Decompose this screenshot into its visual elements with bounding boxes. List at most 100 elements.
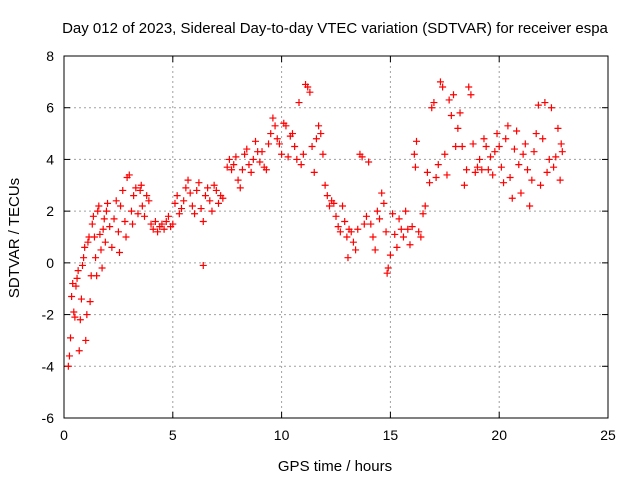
- data-point: [100, 215, 108, 223]
- data-point: [101, 238, 109, 246]
- y-tick-label: 8: [46, 48, 54, 64]
- data-point: [336, 228, 344, 236]
- data-point: [164, 212, 172, 220]
- data-point: [186, 189, 194, 197]
- data-point: [121, 217, 129, 225]
- data-point: [330, 199, 338, 207]
- data-point: [251, 137, 259, 145]
- data-point: [95, 202, 103, 210]
- data-point: [271, 122, 279, 130]
- data-point: [552, 153, 560, 161]
- data-point: [317, 130, 325, 138]
- data-point: [447, 111, 455, 119]
- data-point: [173, 192, 181, 200]
- data-point: [393, 243, 401, 251]
- data-point: [206, 197, 214, 205]
- data-point: [193, 186, 201, 194]
- data-point: [362, 212, 370, 220]
- data-point: [367, 220, 375, 228]
- data-point: [530, 148, 538, 156]
- data-point: [104, 199, 112, 207]
- data-point: [129, 220, 137, 228]
- data-point: [504, 122, 512, 130]
- data-point: [519, 150, 527, 158]
- data-point: [491, 148, 499, 156]
- data-point: [456, 109, 464, 117]
- data-point: [373, 207, 381, 215]
- data-point: [478, 166, 486, 174]
- data-point: [332, 212, 340, 220]
- data-point: [80, 254, 88, 262]
- data-point: [534, 101, 542, 109]
- data-point: [184, 176, 192, 184]
- data-point: [391, 230, 399, 238]
- data-point: [258, 148, 266, 156]
- data-point: [423, 168, 431, 176]
- data-point: [137, 181, 145, 189]
- data-point: [195, 179, 203, 187]
- data-point: [171, 199, 179, 207]
- data-point: [554, 124, 562, 132]
- data-point: [323, 192, 331, 200]
- data-point: [241, 150, 249, 158]
- data-point: [293, 155, 301, 163]
- plot-frame: [63, 55, 609, 419]
- data-point: [102, 207, 110, 215]
- data-point: [469, 140, 477, 148]
- data-point: [315, 122, 323, 130]
- data-point: [115, 249, 123, 257]
- data-point: [288, 130, 296, 138]
- data-point: [521, 140, 529, 148]
- data-point: [117, 202, 125, 210]
- data-point: [154, 228, 162, 236]
- data-point: [558, 148, 566, 156]
- data-point: [96, 230, 104, 238]
- data-point: [136, 186, 144, 194]
- data-point: [389, 210, 397, 218]
- data-point: [365, 158, 373, 166]
- data-point: [376, 215, 384, 223]
- data-point: [180, 197, 188, 205]
- data-point: [232, 153, 240, 161]
- grid: [64, 56, 608, 418]
- data-point: [75, 347, 83, 355]
- data-point: [191, 210, 199, 218]
- data-point: [208, 207, 216, 215]
- data-point: [93, 272, 101, 280]
- data-point: [556, 176, 564, 184]
- data-point: [282, 122, 290, 130]
- data-point: [147, 220, 155, 228]
- data-point: [463, 166, 471, 174]
- data-point: [99, 225, 107, 233]
- data-point: [114, 228, 122, 236]
- data-point: [256, 158, 264, 166]
- data-point: [410, 150, 418, 158]
- data-point: [537, 181, 545, 189]
- data-point: [197, 205, 205, 213]
- data-point: [247, 168, 255, 176]
- data-point: [273, 135, 281, 143]
- data-point: [386, 251, 394, 259]
- data-point: [325, 202, 333, 210]
- data-point: [210, 181, 218, 189]
- chart-title: Day 012 of 2023, Sidereal Day-to-day VTE…: [62, 20, 608, 37]
- data-point: [71, 313, 79, 321]
- ticks: 0 5 10 15 20 25 -6 -4 -2 0 2 4 6 8: [42, 48, 616, 443]
- data-point: [89, 212, 97, 220]
- x-tick-label: 15: [383, 427, 399, 443]
- data-point: [84, 238, 92, 246]
- data-point: [223, 163, 231, 171]
- data-point: [312, 135, 320, 143]
- data-point: [550, 163, 558, 171]
- data-point: [204, 184, 212, 192]
- data-point: [214, 199, 222, 207]
- data-point: [108, 243, 116, 251]
- y-tick-label: -6: [42, 410, 55, 426]
- data-point: [369, 233, 377, 241]
- data-point: [460, 181, 468, 189]
- y-tick-label: -2: [42, 307, 55, 323]
- data-point: [321, 181, 329, 189]
- x-tick-label: 20: [491, 427, 507, 443]
- data-point: [90, 233, 98, 241]
